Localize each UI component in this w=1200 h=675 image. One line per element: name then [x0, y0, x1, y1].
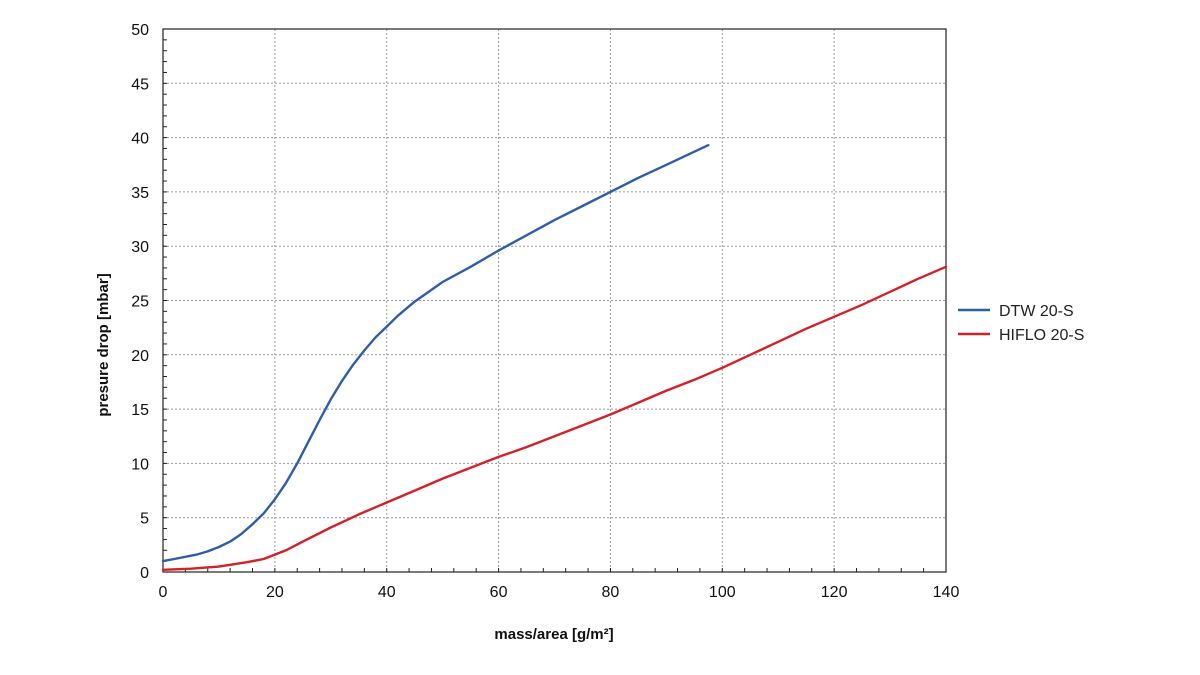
- series-line-hiflo-20-s: [161, 265, 948, 571]
- y-axis-title: presure drop [mbar]: [95, 273, 112, 416]
- legend: DTW 20-S HIFLO 20-S: [958, 303, 1084, 344]
- x-tick-label: 60: [490, 584, 508, 601]
- x-tick-label: 40: [378, 584, 396, 601]
- x-tick-label: 100: [709, 584, 736, 601]
- y-tick-label: 15: [131, 402, 149, 419]
- x-tick-label: 20: [266, 584, 284, 601]
- minor-ticks: [163, 39, 925, 572]
- y-tick-label: 35: [131, 185, 149, 202]
- legend-label-hiflo-20-s: HIFLO 20-S: [999, 327, 1084, 344]
- x-tick-label: 140: [933, 584, 960, 601]
- y-tick-label: 25: [131, 294, 149, 311]
- y-tick-label: 0: [140, 565, 149, 582]
- y-tick-label: 40: [131, 131, 149, 148]
- series-line-dtw-20-s: [161, 144, 710, 563]
- x-axis-title: mass/area [g/m²]: [494, 626, 613, 643]
- x-tick-label: 120: [821, 584, 848, 601]
- grid-lines: [163, 29, 946, 572]
- series-lines: [161, 144, 948, 571]
- legend-label-dtw-20-s: DTW 20-S: [999, 303, 1074, 320]
- y-tick-label: 20: [131, 348, 149, 365]
- y-tick-label: 10: [131, 456, 149, 473]
- y-tick-label: 30: [131, 239, 149, 256]
- plot-frame: [162, 28, 947, 573]
- y-tick-label: 45: [131, 76, 149, 93]
- x-tick-label: 0: [159, 584, 168, 601]
- x-tick-label: 80: [602, 584, 620, 601]
- y-tick-label: 5: [140, 511, 149, 528]
- y-tick-labels: 0 5 10 15 20 25 30 35 40 45 50: [131, 22, 149, 582]
- x-tick-labels: 0 20 40 60 80 100 120 140: [159, 584, 960, 601]
- y-tick-label: 50: [131, 22, 149, 39]
